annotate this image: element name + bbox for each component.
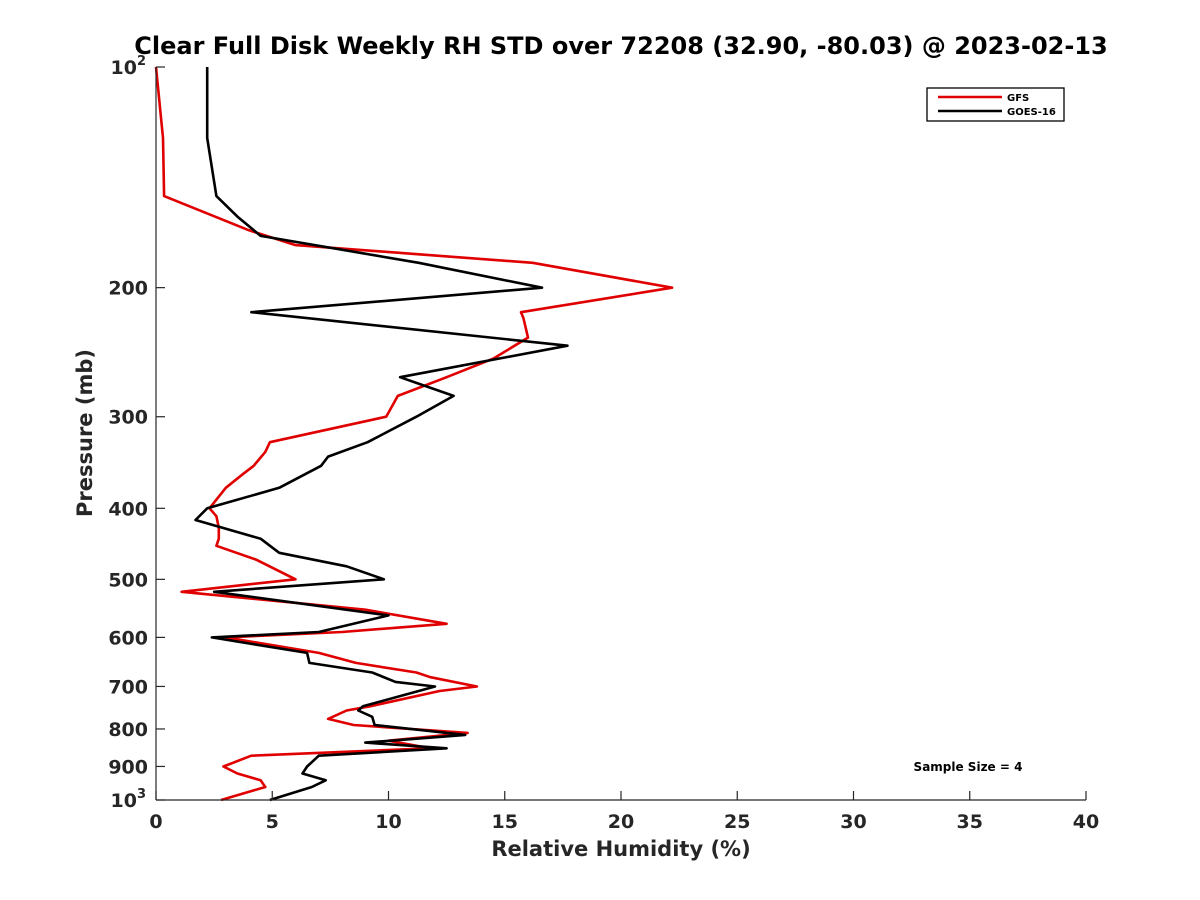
y-tick-label: 900 <box>108 756 148 778</box>
legend-box <box>926 87 1065 122</box>
x-axis-label: Relative Humidity (%) <box>491 837 750 861</box>
y-ticks: 102 200 300 400 500 600 700 800 900 103 <box>108 54 165 812</box>
y-axis-label: Pressure (mb) <box>73 349 97 517</box>
y-tick-label: 700 <box>108 676 148 698</box>
y-tick-label: 103 <box>111 787 147 812</box>
x-tick-label: 15 <box>492 811 518 833</box>
y-tick-label: 300 <box>108 407 148 429</box>
legend-label-goes16: GOES-16 <box>1007 107 1056 118</box>
series-line-gfs <box>154 66 674 802</box>
y-tick-label: 800 <box>108 719 148 741</box>
y-tick-label: 200 <box>108 278 148 300</box>
x-tick-label: 20 <box>608 811 634 833</box>
x-tick-label: 0 <box>149 811 162 833</box>
y-tick-label: 500 <box>108 569 148 591</box>
x-tick-label: 10 <box>375 811 401 833</box>
y-tick-label: 102 <box>111 54 147 79</box>
x-tick-label: 25 <box>724 811 750 833</box>
x-tick-label: 30 <box>840 811 866 833</box>
y-tick-label: 600 <box>108 627 148 649</box>
x-tick-label: 35 <box>957 811 983 833</box>
x-tick-label: 5 <box>266 811 279 833</box>
legend-label-gfs: GFS <box>1007 93 1029 104</box>
x-ticks: 0 5 10 15 20 25 30 35 40 <box>149 791 1099 833</box>
sample-size-annotation: Sample Size = 4 <box>914 760 1023 774</box>
series-layer <box>154 66 674 802</box>
y-tick-label: 400 <box>108 498 148 520</box>
chart-title: Clear Full Disk Weekly RH STD over 72208… <box>134 32 1107 60</box>
x-tick-label: 40 <box>1073 811 1099 833</box>
series-line-goes16 <box>194 67 569 802</box>
legend: GFS GOES-16 <box>926 87 1065 122</box>
